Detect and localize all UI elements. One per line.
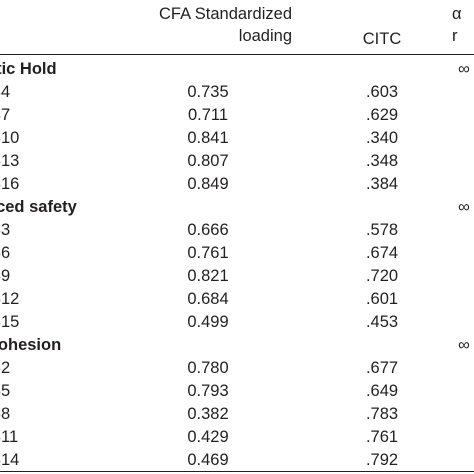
cfa-loading-value: 0.841 [187,129,229,147]
item-label: S16 [0,175,20,193]
table-row: S4 0.735 .603 [0,81,474,104]
item-label: S9 [0,267,11,285]
citc-value: .601 [365,290,399,308]
cfa-loading-value: 0.469 [187,451,229,469]
item-label: S10 [0,129,20,147]
table-row: S10 0.841 .340 [0,127,474,150]
item-label: S15 [0,313,20,331]
header-citc: CITC [362,30,402,48]
item-label: S8 [0,405,11,423]
header-rule [0,54,474,55]
table-row: S5 0.793 .649 [0,380,474,403]
table-row: S16 0.849 .384 [0,173,474,196]
citc-value: .792 [365,451,399,469]
cfa-loading-value: 0.807 [187,152,229,170]
table-row: S2 0.780 .677 [0,357,474,380]
cfa-loading-value: 0.849 [187,175,229,193]
item-label: S14 [0,451,20,469]
item-label: S7 [0,106,11,124]
item-label: S3 [0,221,11,239]
group-title: utic Hold [0,60,57,78]
citc-value: .603 [365,83,399,101]
cfa-loading-value: 0.793 [187,382,229,400]
item-label: S11 [0,428,19,446]
table-row: S12 0.684 .601 [0,288,474,311]
item-label: S12 [0,290,20,308]
table-row: S8 0.382 .783 [0,403,474,426]
citc-value: .674 [365,244,399,262]
header-cfa-line1: CFA Standardized [159,5,292,23]
citc-value: .720 [365,267,399,285]
cfa-loading-value: 0.382 [187,405,229,423]
table-row: S3 0.666 .578 [0,219,474,242]
bottom-rule [0,471,474,472]
citc-value: .340 [365,129,399,147]
group-alpha: ∞ [458,336,470,354]
citc-value: .677 [365,359,399,377]
header-alpha-line1: α [452,5,462,23]
citc-value: .348 [365,152,399,170]
group-header-row: utic Hold ∞ [0,58,474,81]
header-alpha-line2: r [452,27,458,45]
header-cfa-line2: loading [238,27,292,45]
group-alpha: ∞ [458,60,470,78]
table-row: S14 0.469 .792 [0,449,474,472]
table-row: S15 0.499 .453 [0,311,474,334]
header-cfa-loading: CFA Standardized loading [152,3,292,47]
item-label: S13 [0,152,20,170]
cfa-loading-value: 0.499 [187,313,229,331]
header-alpha: α r [452,3,474,47]
table-row: S11 0.429 .761 [0,426,474,449]
item-label: S2 [0,359,11,377]
cfa-loading-value: 0.780 [187,359,229,377]
table-row: S9 0.821 .720 [0,265,474,288]
group-alpha: ∞ [458,198,470,216]
cfa-loading-value: 0.666 [187,221,229,239]
citc-value: .761 [365,428,399,446]
group-header-row: Cohesion ∞ [0,334,474,357]
cfa-loading-value: 0.711 [187,106,229,124]
group-title: Cohesion [0,336,62,354]
cfa-loading-value: 0.429 [187,428,229,446]
citc-value: .453 [365,313,399,331]
cfa-loading-value: 0.735 [187,83,229,101]
item-label: S6 [0,244,11,262]
table-row: S13 0.807 .348 [0,150,474,173]
group-title: nced safety [0,198,77,216]
group-header-row: nced safety ∞ [0,196,474,219]
cfa-loading-value: 0.821 [187,267,229,285]
item-label: S5 [0,382,11,400]
cfa-loading-value: 0.761 [187,244,229,262]
citc-value: .629 [365,106,399,124]
table-row: S6 0.761 .674 [0,242,474,265]
citc-value: .649 [365,382,399,400]
item-label: S4 [0,83,11,101]
citc-value: .783 [365,405,399,423]
citc-value: .578 [365,221,399,239]
citc-value: .384 [365,175,399,193]
cfa-loading-value: 0.684 [187,290,229,308]
table-row: S7 0.711 .629 [0,104,474,127]
